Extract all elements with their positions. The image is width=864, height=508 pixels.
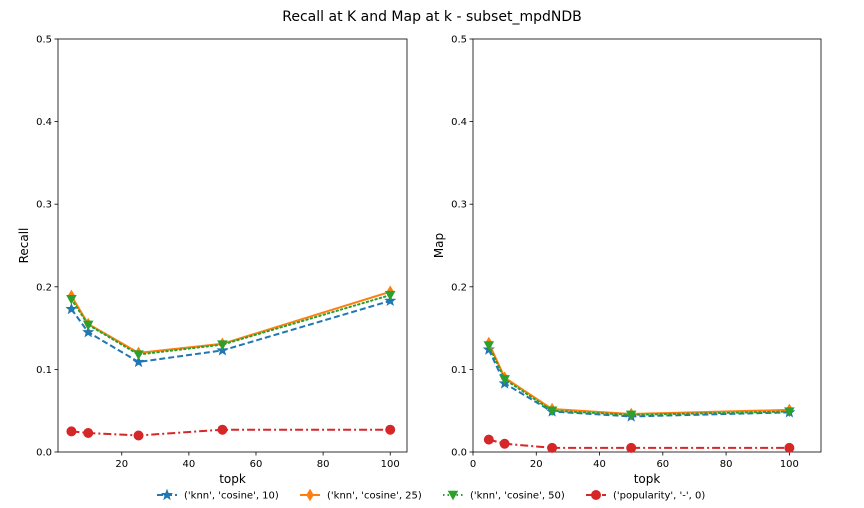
y-tick-label: 0.3 (36, 200, 52, 211)
x-tick-label: 40 (593, 459, 606, 470)
series-line (487, 342, 790, 416)
data-point (66, 294, 77, 305)
series-line (487, 349, 790, 418)
series-2 (66, 290, 396, 360)
legend-marker (306, 488, 314, 502)
series-0 (482, 343, 796, 422)
series-0 (65, 294, 397, 368)
legend-label: ('knn', 'cosine', 50) (470, 491, 565, 502)
chart-title: Recall at K and Map at k - subset_mpdNDB (282, 9, 581, 25)
series-2 (483, 341, 795, 421)
data-point (626, 442, 637, 453)
y-axis-label: Map (432, 233, 446, 258)
data-point (217, 340, 228, 351)
y-tick-label: 0.5 (36, 35, 52, 46)
x-tick-label: 100 (381, 459, 400, 470)
data-point (217, 424, 228, 435)
data-point (384, 290, 396, 301)
data-point (65, 302, 78, 315)
x-tick-label: 20 (115, 459, 128, 470)
data-point (133, 430, 144, 441)
y-tick-label: 0.0 (36, 448, 52, 459)
data-point (83, 428, 94, 439)
y-tick-label: 0.0 (451, 448, 467, 459)
x-tick-label: 80 (317, 459, 330, 470)
legend-item: ('knn', 'cosine', 50) (443, 491, 565, 502)
y-tick-label: 0.2 (451, 282, 467, 293)
x-tick-label: 60 (656, 459, 669, 470)
data-point (499, 375, 510, 385)
data-point (82, 325, 95, 338)
data-point (483, 341, 495, 351)
data-point (385, 424, 396, 435)
x-axis-label: topk (219, 472, 246, 486)
plot-frame (57, 38, 408, 453)
x-tick-label: 60 (250, 459, 263, 470)
legend-marker (591, 490, 601, 500)
y-tick-label: 0.4 (451, 117, 467, 128)
legend: ('knn', 'cosine', 10) ('knn', 'cosine', 2… (157, 488, 705, 502)
y-tick-label: 0.4 (36, 117, 52, 128)
series-line (71, 428, 391, 437)
y-axis-label: Recall (17, 228, 31, 264)
data-point (133, 350, 144, 360)
y-tick-label: 0.2 (36, 282, 52, 293)
y-tick-label: 0.5 (451, 35, 467, 46)
series-line (488, 438, 790, 449)
series-3 (483, 434, 795, 453)
x-tick-label: 20 (530, 459, 543, 470)
legend-label: ('popularity', '-', 0) (613, 491, 705, 502)
data-point (625, 410, 637, 421)
data-point (546, 406, 558, 417)
legend-marker (447, 490, 459, 501)
data-point (784, 407, 795, 417)
legend-label: ('knn', 'cosine', 10) (184, 491, 279, 502)
subplot-map: 0.0 0.1 0.2 0.3 0.4 0.5 0 20 40 60 80 100 topk Map (432, 35, 822, 486)
data-point (82, 320, 94, 331)
legend-item: ('knn', 'cosine', 10) (157, 488, 279, 502)
legend-marker (160, 488, 174, 501)
data-point (132, 355, 145, 368)
x-tick-label: 40 (183, 459, 196, 470)
x-axis-label: topk (634, 472, 661, 486)
data-point (547, 442, 558, 453)
y-tick-label: 0.1 (451, 365, 467, 376)
data-point (483, 434, 494, 445)
legend-label: ('knn', 'cosine', 25) (327, 491, 422, 502)
data-point (66, 426, 77, 437)
legend-item: ('knn', 'cosine', 25) (300, 488, 422, 502)
series-line (70, 294, 392, 356)
series-line (487, 344, 791, 416)
series-1 (485, 336, 794, 421)
y-tick-label: 0.3 (451, 200, 467, 211)
legend-item: ('popularity', '-', 0) (586, 490, 705, 502)
x-tick-label: 80 (720, 459, 733, 470)
series-line (70, 299, 391, 364)
plot-frame (472, 38, 822, 453)
subplot-recall: 0.0 0.1 0.2 0.3 0.4 0.5 20 40 60 80 100 topk Recall (17, 35, 408, 486)
x-tick-label: 0 (470, 459, 476, 470)
data-point (499, 438, 510, 449)
y-tick-label: 0.1 (36, 365, 52, 376)
data-point (784, 442, 795, 453)
x-tick-label: 100 (780, 459, 799, 470)
series-3 (66, 424, 396, 441)
